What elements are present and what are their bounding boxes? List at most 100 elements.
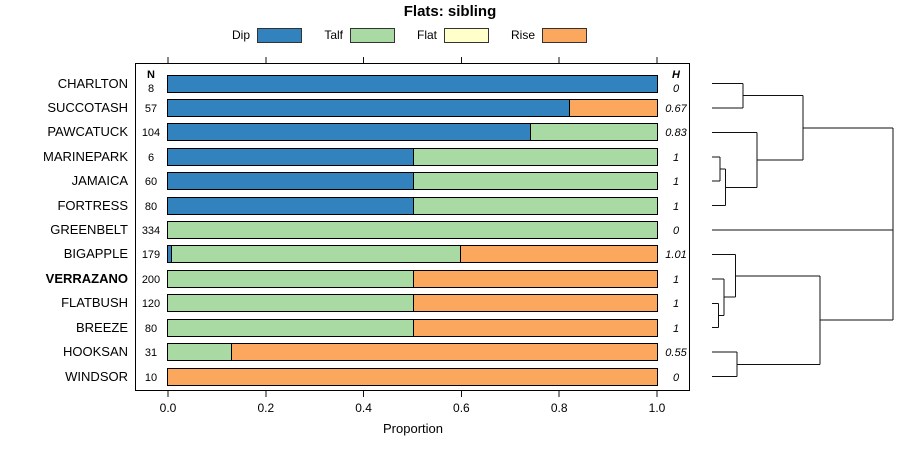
- n-value: 80: [144, 200, 158, 213]
- h-value: 1: [672, 200, 680, 213]
- row-label: VERRAZANO: [45, 270, 128, 286]
- bar-segment-rise: [412, 270, 657, 287]
- n-value: 334: [141, 225, 161, 237]
- n-column-header: N: [147, 69, 155, 81]
- n-value: 6: [147, 151, 155, 164]
- n-value: 179: [141, 249, 161, 262]
- legend-item: Dip: [210, 27, 302, 43]
- h-value: 0.83: [665, 127, 687, 140]
- bar-segment-talf: [170, 246, 461, 263]
- x-axis-tick-label: 1.0: [648, 401, 666, 415]
- row-label: GREENBELT: [50, 222, 128, 237]
- legend-label: Rise: [510, 28, 535, 42]
- row-label: MARINEPARK: [43, 148, 128, 164]
- h-value: 1: [672, 176, 680, 189]
- x-axis-tick-label: 0.6: [453, 401, 470, 415]
- h-value: 0: [672, 82, 680, 95]
- n-value: 200: [141, 273, 161, 286]
- x-axis-tick-label: 0.0: [159, 401, 177, 415]
- bar: [167, 147, 658, 166]
- bar-segment-talf: [412, 197, 657, 214]
- bar-segment-dip: [168, 197, 413, 214]
- legend-label: Talf: [324, 28, 343, 42]
- x-axis-title: Proportion: [383, 421, 443, 436]
- legend-swatch-talf-icon: [350, 27, 395, 43]
- row-label: SUCCOTASH: [47, 99, 128, 115]
- bar-segment-dip: [168, 75, 657, 92]
- bar-segment-dip: [168, 99, 569, 116]
- h-value: 1.01: [665, 249, 687, 262]
- bar-segment-rise: [412, 295, 657, 312]
- n-value: 80: [144, 322, 158, 335]
- bar-segment-dip: [168, 124, 530, 141]
- bar-segment-dip: [168, 246, 171, 263]
- bar: [167, 74, 658, 93]
- h-value: 1: [672, 273, 680, 286]
- legend-swatch-flat-icon: [444, 27, 489, 43]
- bar-segment-talf: [168, 295, 413, 312]
- bar-segment-rise: [568, 99, 657, 116]
- bar-segment-rise: [231, 344, 657, 361]
- n-value: 120: [141, 298, 161, 311]
- n-value: 31: [144, 347, 158, 360]
- legend-item: Flat: [397, 27, 489, 43]
- h-column-header: H: [672, 69, 680, 81]
- x-axis-tick-label: 0.2: [257, 401, 275, 415]
- h-value: 0.67: [665, 102, 687, 115]
- bar: [167, 172, 658, 191]
- bar: [167, 269, 658, 288]
- n-value: 10: [144, 371, 158, 384]
- h-value: 1: [672, 322, 680, 335]
- bar: [167, 294, 658, 313]
- h-value: 0.55: [665, 347, 687, 360]
- bar: [167, 221, 658, 239]
- x-axis-tick-label: 0.4: [355, 401, 372, 415]
- bar-segment-talf: [168, 222, 657, 238]
- row-label: WINDSOR: [65, 368, 128, 384]
- legend-label: Dip: [231, 28, 250, 42]
- legend-swatch-dip-icon: [257, 27, 302, 43]
- row-label: PAWCATUCK: [47, 124, 128, 140]
- legend-label: Flat: [416, 28, 437, 42]
- bar: [167, 98, 658, 117]
- n-value: 104: [141, 127, 161, 140]
- bar-segment-rise: [412, 319, 657, 336]
- bar: [167, 196, 658, 215]
- n-value: 57: [144, 102, 158, 115]
- row-label: CHARLTON: [57, 75, 128, 91]
- bar-segment-talf: [168, 344, 232, 361]
- bar-segment-talf: [412, 173, 657, 190]
- bar: [167, 245, 658, 264]
- bar: [167, 367, 658, 386]
- bar-segment-rise: [460, 246, 657, 263]
- n-value: 8: [147, 82, 155, 95]
- bar-segment-talf: [529, 124, 657, 141]
- x-axis-tick-label: 0.8: [550, 401, 568, 415]
- bar-segment-dip: [168, 173, 413, 190]
- plot-area: [135, 63, 690, 391]
- bar: [167, 343, 658, 362]
- chart-title: Flats: sibling: [403, 3, 497, 20]
- bar-segment-talf: [168, 319, 413, 336]
- legend-item: Rise: [495, 27, 587, 43]
- row-label: FLATBUSH: [61, 295, 128, 311]
- legend-item: Talf: [303, 27, 395, 43]
- h-value: 0: [672, 225, 680, 237]
- bar-segment-rise: [168, 368, 657, 385]
- row-label: JAMAICA: [71, 173, 128, 189]
- bar-segment-dip: [168, 148, 413, 165]
- h-value: 1: [672, 298, 680, 311]
- row-label: FORTRESS: [57, 197, 128, 213]
- bar: [167, 318, 658, 337]
- n-value: 60: [144, 176, 158, 189]
- bar-segment-talf: [168, 270, 413, 287]
- row-label: BREEZE: [75, 319, 128, 335]
- row-label: HOOKSAN: [62, 344, 128, 360]
- h-value: 0: [672, 371, 680, 384]
- bar: [167, 123, 658, 142]
- legend-swatch-rise-icon: [542, 27, 587, 43]
- h-value: 1: [672, 151, 680, 164]
- row-label: BIGAPPLE: [63, 246, 128, 262]
- bar-segment-talf: [412, 148, 657, 165]
